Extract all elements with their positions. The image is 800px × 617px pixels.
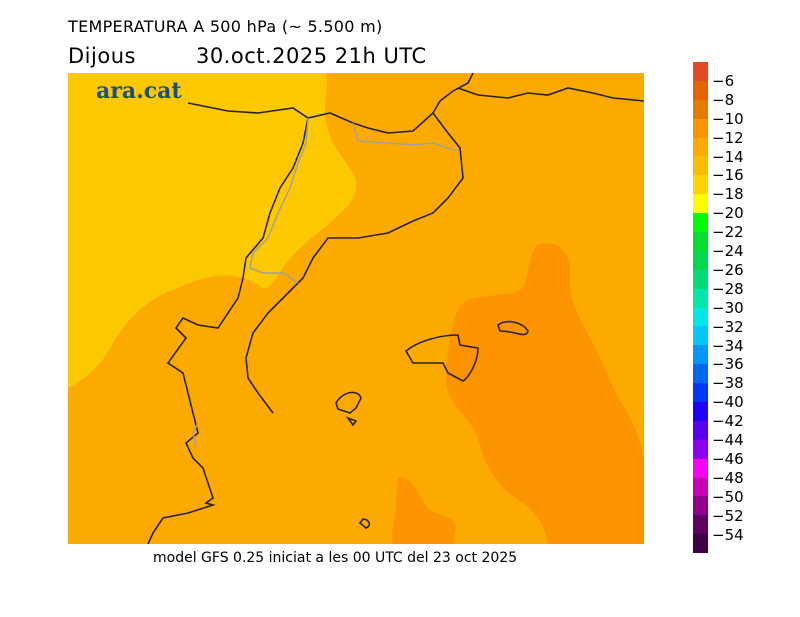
colorbar-label: −26 — [712, 260, 744, 279]
map-title: TEMPERATURA A 500 hPa (~ 5.500 m) — [68, 17, 383, 36]
colorbar-segment — [693, 326, 708, 346]
colorbar-segment — [693, 213, 708, 233]
model-footer: model GFS 0.25 iniciat a les 00 UTC del … — [153, 550, 518, 566]
colorbar-label: −28 — [712, 279, 744, 298]
colorbar-segment — [693, 534, 708, 554]
temperature-map — [68, 73, 644, 544]
colorbar-label: −14 — [712, 147, 744, 166]
colorbar-label: −20 — [712, 204, 744, 223]
colorbar-segment — [693, 364, 708, 384]
field-yellow — [68, 73, 357, 388]
colorbar-segment — [693, 62, 708, 81]
field-dark-orange-patch — [392, 477, 456, 544]
colorbar-label: −38 — [712, 374, 744, 393]
colorbar-segment — [693, 137, 708, 157]
borders — [192, 117, 461, 449]
colorbar-label: −54 — [712, 525, 744, 544]
colorbar-label: −12 — [712, 128, 744, 147]
colorbar — [693, 62, 708, 554]
colorbar-segment — [693, 269, 708, 289]
colorbar-segment — [693, 118, 708, 138]
colorbar-segment — [693, 345, 708, 365]
colorbar-label: −30 — [712, 298, 744, 317]
colorbar-segment — [693, 307, 708, 327]
colorbar-label: −32 — [712, 317, 744, 336]
field-dark-orange — [445, 243, 644, 544]
colorbar-segment — [693, 80, 708, 100]
colorbar-segment — [693, 458, 708, 478]
colorbar-label: −22 — [712, 223, 744, 242]
colorbar-label: −40 — [712, 393, 744, 412]
colorbar-label: −44 — [712, 431, 744, 449]
colorbar-label: −50 — [712, 487, 744, 506]
colorbar-segment — [693, 439, 708, 459]
colorbar-label: −16 — [712, 166, 744, 185]
colorbar-segment — [693, 383, 708, 403]
colorbar-segment — [693, 232, 708, 251]
colorbar-label: −52 — [712, 506, 744, 525]
colorbar-label: −10 — [712, 109, 744, 128]
colorbar-segment — [693, 496, 708, 516]
day-label: Dijous — [68, 44, 136, 68]
colorbar-segment — [693, 99, 708, 119]
datetime-label: 30.oct.2025 21h UTC — [195, 44, 427, 68]
colorbar-segment — [693, 175, 708, 195]
colorbar-segment — [693, 288, 708, 308]
colorbar-segment — [693, 250, 708, 270]
colorbar-segment — [693, 194, 708, 214]
colorbar-segment — [693, 420, 708, 440]
colorbar-label: −34 — [712, 336, 744, 355]
colorbar-label: −36 — [712, 355, 744, 374]
colorbar-segment — [693, 156, 708, 176]
ara-cat-logo: ara.cat — [96, 78, 182, 104]
colorbar-label: −18 — [712, 185, 744, 204]
colorbar-label: −42 — [712, 412, 744, 431]
colorbar-label: −8 — [712, 90, 735, 109]
map-subtitle: Dijous 30.oct.2025 21h UTC — [68, 44, 487, 68]
colorbar-segment — [693, 515, 708, 535]
colorbar-segment — [693, 402, 708, 421]
colorbar-label: −6 — [712, 71, 735, 90]
colorbar-label: −48 — [712, 468, 744, 487]
coastlines — [147, 73, 644, 544]
colorbar-label: −46 — [712, 449, 744, 468]
colorbar-segment — [693, 477, 708, 497]
colorbar-label: −24 — [712, 242, 744, 260]
